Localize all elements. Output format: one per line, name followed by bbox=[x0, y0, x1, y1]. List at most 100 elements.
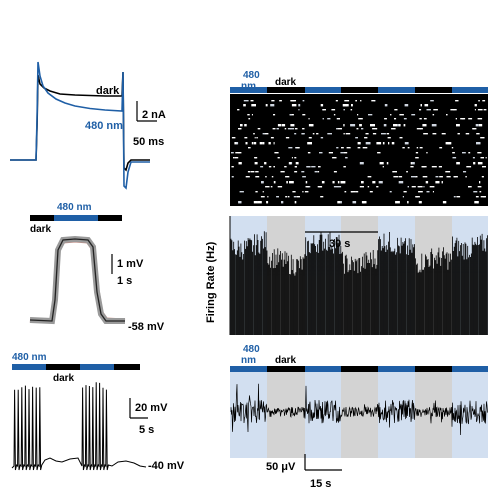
raster-gap bbox=[336, 147, 339, 149]
raster-gap bbox=[420, 128, 423, 130]
raster-gap bbox=[271, 100, 275, 102]
raster-gap bbox=[376, 186, 379, 188]
raster-gap bbox=[435, 181, 440, 184]
raster-gap bbox=[248, 118, 251, 120]
field-potential-trace bbox=[230, 383, 488, 436]
raster-gap bbox=[294, 166, 297, 168]
average-scale-x-label: 1 s bbox=[117, 275, 132, 287]
raster-gap bbox=[294, 201, 297, 204]
raster-gap bbox=[410, 162, 412, 165]
raster-gap bbox=[296, 196, 300, 198]
average-dark-bar-left bbox=[30, 215, 54, 221]
raster-gap bbox=[362, 201, 365, 204]
raster-gap bbox=[476, 142, 481, 145]
raster-gap bbox=[358, 118, 363, 120]
raster-gap bbox=[399, 137, 403, 139]
raster-gap bbox=[386, 162, 389, 165]
raster-gap bbox=[301, 171, 305, 173]
raster-gap bbox=[344, 152, 348, 154]
raster-gap bbox=[468, 152, 471, 154]
raster-gap bbox=[284, 128, 287, 130]
average-480nm-bar-label: 480 nm bbox=[57, 202, 92, 213]
raster-gap bbox=[255, 157, 257, 159]
raster-gap bbox=[249, 171, 251, 173]
raster-gap bbox=[482, 100, 486, 102]
raster-gap bbox=[403, 124, 406, 127]
raster-gap bbox=[474, 201, 479, 204]
raster-gap bbox=[391, 128, 396, 130]
raster-gap bbox=[238, 201, 242, 204]
raster-gap bbox=[431, 166, 437, 168]
raster-gap bbox=[291, 157, 293, 159]
raster-gap bbox=[291, 104, 297, 107]
raster-gap bbox=[432, 133, 437, 135]
raster-gap bbox=[357, 142, 361, 145]
raster-gap bbox=[321, 181, 325, 184]
raster-gap bbox=[476, 133, 480, 135]
raster-gap bbox=[272, 128, 276, 130]
stim-segment-blue bbox=[378, 366, 415, 372]
raster-gap bbox=[253, 142, 257, 145]
raster-gap bbox=[465, 176, 467, 178]
raster-gap bbox=[389, 191, 392, 193]
raster-gap bbox=[479, 124, 483, 127]
raster-gap bbox=[431, 124, 437, 127]
raster-gap bbox=[235, 152, 240, 154]
raster-gap bbox=[479, 191, 482, 193]
raster-gap bbox=[418, 191, 423, 193]
raster-gap bbox=[251, 142, 254, 145]
raster-gap bbox=[438, 166, 442, 168]
raster-gap bbox=[319, 152, 323, 154]
raster-gap bbox=[452, 157, 457, 159]
raster-gap bbox=[335, 100, 338, 102]
raster-gap bbox=[273, 181, 276, 184]
raster-gap bbox=[286, 181, 288, 184]
raster-gap bbox=[317, 186, 323, 188]
spikes-scale-y-label: 20 mV bbox=[135, 402, 168, 414]
field-480-label-line1: 480 bbox=[243, 344, 260, 355]
raster-gap bbox=[411, 162, 415, 165]
raster-gap bbox=[477, 152, 482, 154]
raster-gap bbox=[257, 128, 261, 130]
raster-gap bbox=[262, 142, 265, 145]
raster-gap bbox=[322, 118, 324, 120]
raster-gap bbox=[337, 118, 340, 120]
stim-segment-blue bbox=[305, 87, 341, 93]
raster-gap bbox=[382, 142, 385, 145]
raster-gap bbox=[277, 124, 282, 127]
raster-gap bbox=[343, 133, 345, 135]
raster-gap bbox=[277, 157, 280, 159]
raster-gap bbox=[293, 196, 297, 198]
raster-gap bbox=[466, 166, 472, 168]
average-scale-y-label: 1 mV bbox=[117, 258, 144, 270]
current-scale-y-label: 2 nA bbox=[142, 109, 166, 121]
raster-gap bbox=[403, 191, 407, 193]
raster-gap bbox=[415, 157, 419, 159]
raster-gap bbox=[432, 114, 435, 116]
field-potential-panel: 480 nm dark 50 μV 15 s bbox=[230, 344, 488, 490]
raster-gap bbox=[455, 118, 457, 120]
raster-gap bbox=[447, 142, 452, 145]
raster-gap bbox=[295, 162, 299, 165]
raster-gap bbox=[281, 201, 284, 204]
raster-gap bbox=[302, 191, 304, 193]
raster-gap bbox=[265, 186, 270, 188]
raster-gap bbox=[245, 176, 250, 178]
field-480-label-line2: nm bbox=[241, 355, 256, 366]
spikes-scale-x-label: 5 s bbox=[139, 424, 154, 436]
raster-gap bbox=[472, 157, 475, 159]
raster-gap bbox=[392, 171, 394, 173]
raster-gap bbox=[304, 191, 309, 193]
raster-gap bbox=[365, 142, 371, 145]
raster-gap bbox=[429, 186, 435, 188]
raster-gap bbox=[312, 133, 315, 135]
raster-gap bbox=[289, 114, 292, 116]
raster-gap bbox=[453, 196, 456, 198]
band-dark bbox=[267, 372, 305, 458]
raster-gap bbox=[320, 196, 324, 198]
raster-gap bbox=[416, 147, 419, 149]
raster-gap bbox=[238, 162, 242, 165]
raster-gap bbox=[337, 128, 342, 130]
raster-gap bbox=[393, 176, 399, 178]
raster-gap bbox=[266, 201, 269, 204]
